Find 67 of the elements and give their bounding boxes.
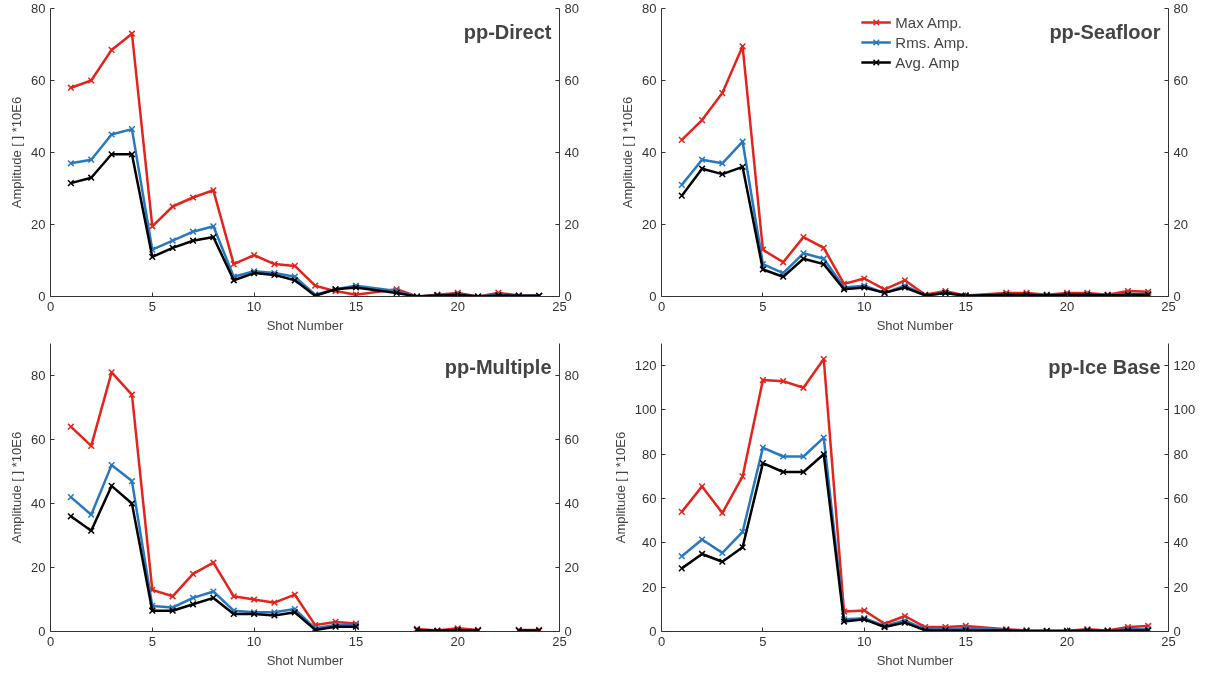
- x-tick-label: 5: [148, 298, 156, 314]
- legend-label: Rms. Amp.: [895, 33, 969, 51]
- text: pp-Multiple: [444, 355, 552, 378]
- y2-tick-label: 60: [564, 73, 579, 88]
- legend-label: Max Amp.: [895, 13, 963, 31]
- x-axis-title: Shot Number: [876, 317, 954, 333]
- y2-tick-label: 20: [564, 217, 579, 232]
- y2-tick-label: 60: [1173, 73, 1188, 88]
- y-tick-label: 60: [642, 491, 657, 507]
- y2-tick-label: 40: [1173, 535, 1188, 551]
- x-axis-title: Shot Number: [876, 652, 954, 668]
- text: pp-Seafloor: [1049, 20, 1161, 43]
- x-tick-label: 15: [958, 633, 973, 649]
- legend-label: Avg. Amp: [895, 53, 960, 71]
- y2-tick-label: 120: [1173, 358, 1196, 374]
- x-tick-label: 20: [450, 298, 465, 314]
- x-tick-label: 5: [759, 298, 767, 314]
- text: pp-Direct: [463, 20, 552, 43]
- y2-tick-label: 40: [1173, 145, 1188, 160]
- y-tick-label: 80: [31, 368, 46, 383]
- y2-tick-label: 80: [1173, 1, 1188, 16]
- x-tick-label: 15: [348, 298, 364, 314]
- y-axis-title: Amplitude [ ] *10E6: [612, 431, 628, 544]
- y2-tick-label: 80: [564, 368, 579, 383]
- x-tick-label: 15: [348, 633, 364, 649]
- y-tick-label: 100: [634, 402, 657, 418]
- y2-tick-label: 60: [1173, 491, 1188, 507]
- y2-tick-label: 80: [1173, 446, 1188, 462]
- y-tick-label: 40: [31, 496, 46, 511]
- y-tick-label: 80: [642, 446, 657, 462]
- y2-tick-label: 40: [564, 145, 579, 160]
- y-tick-label: 20: [642, 217, 657, 232]
- y-tick-label: 60: [31, 73, 46, 88]
- x-tick-label: 15: [958, 298, 973, 314]
- y2-tick-label: 100: [1173, 402, 1196, 418]
- y2-tick-label: 80: [564, 1, 579, 16]
- x-axis-title: Shot Number: [266, 652, 344, 668]
- x-tick-label: 10: [857, 633, 872, 649]
- x-tick-label: 20: [450, 633, 465, 649]
- text: pp-Ice Base: [1048, 355, 1161, 378]
- y2-tick-label: 40: [564, 496, 579, 511]
- y-tick-label: 20: [31, 217, 46, 232]
- x-tick-label: 10: [246, 298, 262, 314]
- x-tick-label: 5: [148, 633, 156, 649]
- y-tick-label: 60: [642, 73, 657, 88]
- y-tick-label: 80: [31, 1, 46, 16]
- y-axis-title: Amplitude [ ] *10E6: [9, 96, 25, 209]
- x-tick-label: 5: [759, 633, 767, 649]
- y-tick-label: 60: [31, 432, 46, 447]
- y2-tick-label: 20: [564, 560, 579, 575]
- x-tick-label: 10: [246, 633, 262, 649]
- x-tick-label: 10: [857, 298, 872, 314]
- y-tick-label: 40: [642, 535, 657, 551]
- y-tick-label: 40: [31, 145, 46, 160]
- y-tick-label: 20: [642, 579, 657, 595]
- y-axis-title: Amplitude [ ] *10E6: [620, 96, 636, 209]
- y-tick-label: 20: [31, 560, 46, 575]
- y2-tick-label: 20: [1173, 217, 1188, 232]
- y-axis-title: Amplitude [ ] *10E6: [9, 431, 25, 544]
- y2-tick-label: 20: [1173, 579, 1188, 595]
- y-tick-label: 120: [634, 358, 657, 374]
- y-tick-label: 40: [642, 145, 657, 160]
- y-tick-label: 80: [642, 1, 657, 16]
- x-axis-title: Shot Number: [266, 317, 344, 333]
- x-tick-label: 20: [1059, 633, 1075, 649]
- x-tick-label: 20: [1059, 298, 1075, 314]
- y2-tick-label: 60: [564, 432, 579, 447]
